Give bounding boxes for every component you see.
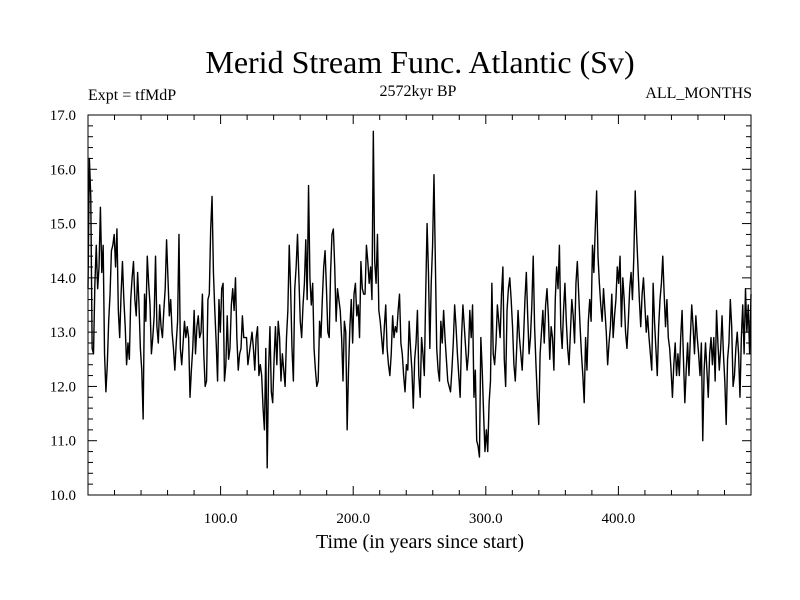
series-line (87, 130, 752, 469)
y-tick-label: 12.0 (50, 379, 76, 395)
plot-frame (87, 114, 752, 496)
y-tick-label: 14.0 (50, 271, 76, 287)
x-tick-label: 400.0 (602, 511, 636, 527)
y-tick-label: 16.0 (50, 162, 76, 178)
y-tick-label: 11.0 (50, 434, 76, 450)
era-label: 2572kyr BP (380, 83, 457, 100)
axis-ticks (88, 114, 751, 496)
chart-title: Merid Stream Func. Atlantic (Sv) (205, 44, 634, 80)
y-tick-label: 10.0 (50, 488, 76, 504)
axis-tick-labels: 10.0 11.0 12.0 13.0 14.0 15.0 16.0 17.0 100.0 200… (50, 108, 636, 527)
y-tick-label: 15.0 (50, 217, 76, 233)
x-tick-label: 200.0 (336, 511, 370, 527)
y-tick-label: 13.0 (50, 325, 76, 341)
x-axis-label: Time (in years since start) (316, 531, 524, 553)
x-tick-label: 300.0 (469, 511, 503, 527)
experiment-label: Expt = tfMdP (88, 87, 176, 104)
x-tick-label: 100.0 (204, 511, 238, 527)
months-label: ALL_MONTHS (645, 85, 752, 102)
y-tick-label: 17.0 (50, 108, 76, 124)
